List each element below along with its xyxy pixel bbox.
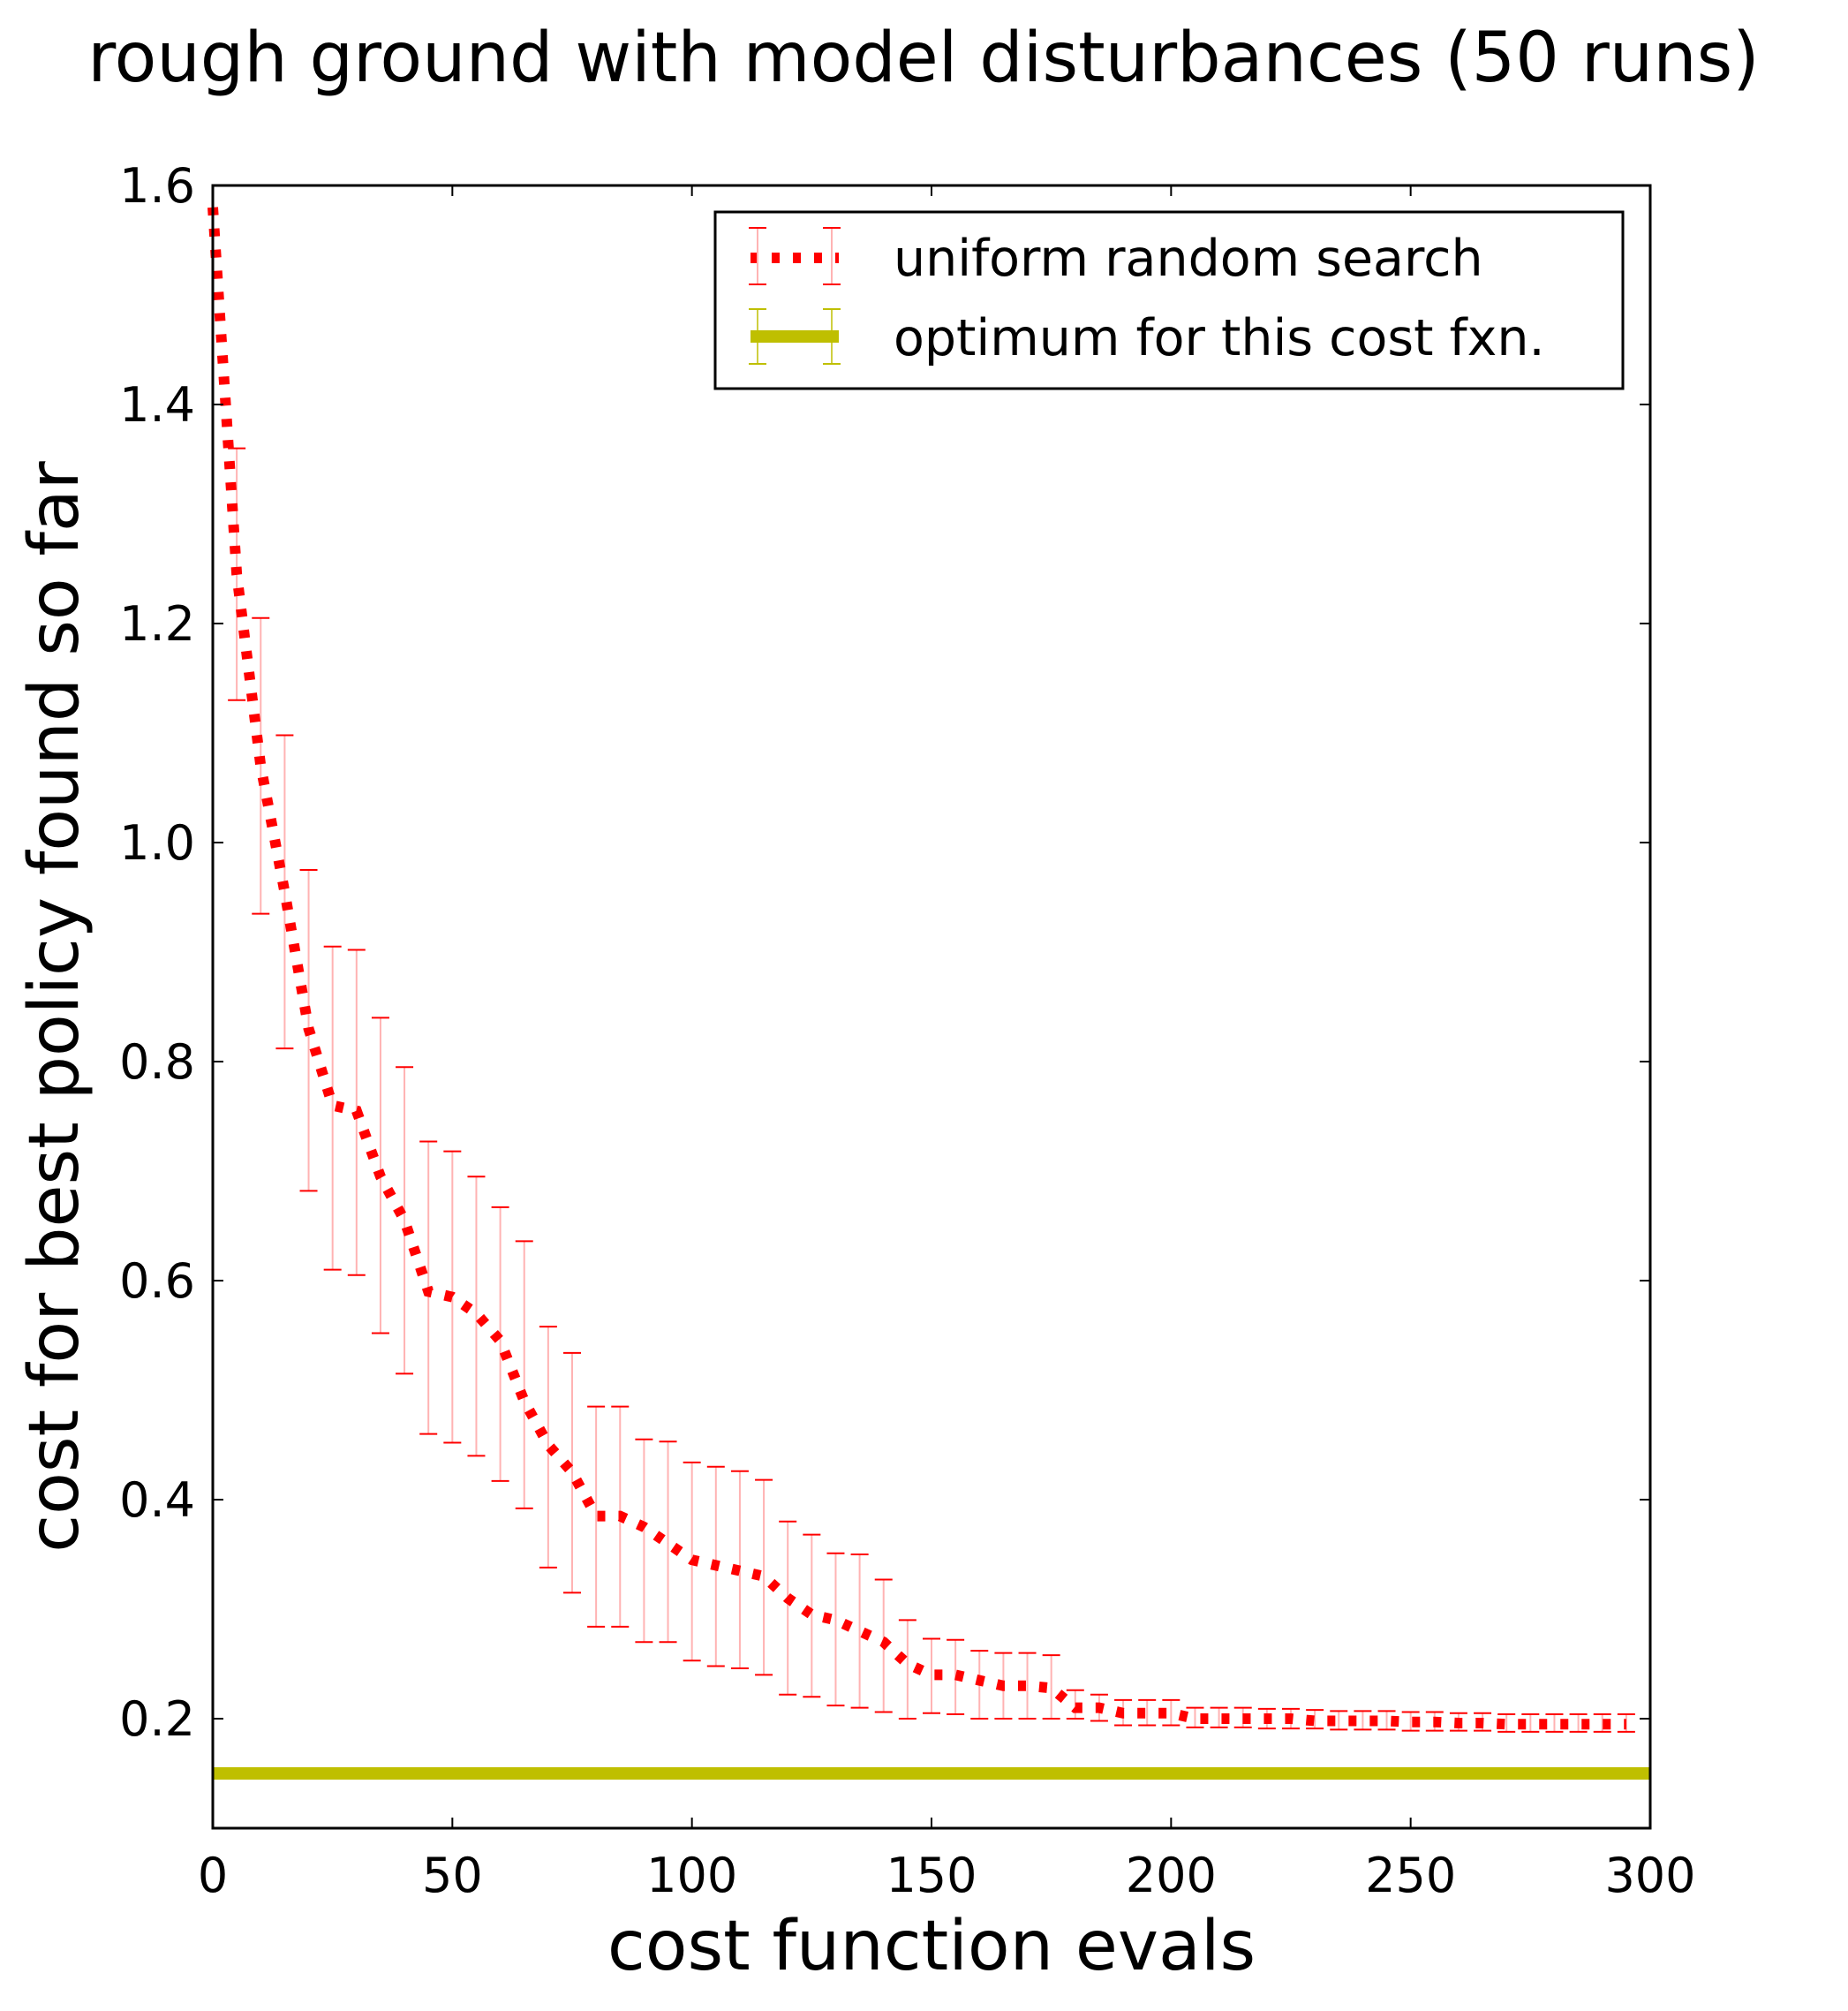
x-tick-label: 250 — [1365, 1848, 1456, 1903]
x-axis-label: cost function evals — [607, 1907, 1256, 1986]
legend-swatch-optimum — [749, 308, 841, 365]
legend: uniform random search optimum for this c… — [713, 210, 1625, 390]
x-tick-label: 300 — [1604, 1848, 1695, 1903]
y-tick-label: 1.2 — [119, 596, 195, 652]
legend-label-random-search: uniform random search — [894, 230, 1483, 288]
y-tick-label: 0.6 — [119, 1253, 195, 1309]
y-tick-label: 0.8 — [119, 1034, 195, 1090]
legend-swatch-random-search — [749, 227, 841, 285]
x-tick-labels: 0 50 100 150 200 250 300 — [198, 1848, 1696, 1903]
chart-title: rough ground with model disturbances (50… — [87, 19, 1759, 98]
x-tick-label: 200 — [1126, 1848, 1217, 1903]
plot-area — [207, 207, 1650, 1780]
x-tick-label: 50 — [422, 1848, 483, 1903]
y-tick-labels: 0.2 0.4 0.6 0.8 1.0 1.2 1.4 1.6 — [119, 158, 195, 1747]
x-tick-label: 0 — [198, 1848, 228, 1903]
y-tick-label: 1.4 — [119, 377, 195, 433]
random-search-line — [207, 207, 1626, 1730]
y-tick-label: 0.4 — [119, 1472, 195, 1528]
y-tick-label: 1.6 — [119, 158, 195, 214]
y-tick-label: 0.2 — [119, 1691, 195, 1747]
x-tick-label: 100 — [646, 1848, 737, 1903]
legend-label-optimum: optimum for this cost fxn. — [894, 309, 1545, 367]
plot-frame — [211, 184, 1652, 1830]
legend-box — [713, 210, 1625, 390]
x-tick-label: 150 — [886, 1848, 977, 1903]
y-tick-label: 1.0 — [119, 815, 195, 871]
y-axis-label: cost for best policy found so far — [15, 460, 94, 1552]
